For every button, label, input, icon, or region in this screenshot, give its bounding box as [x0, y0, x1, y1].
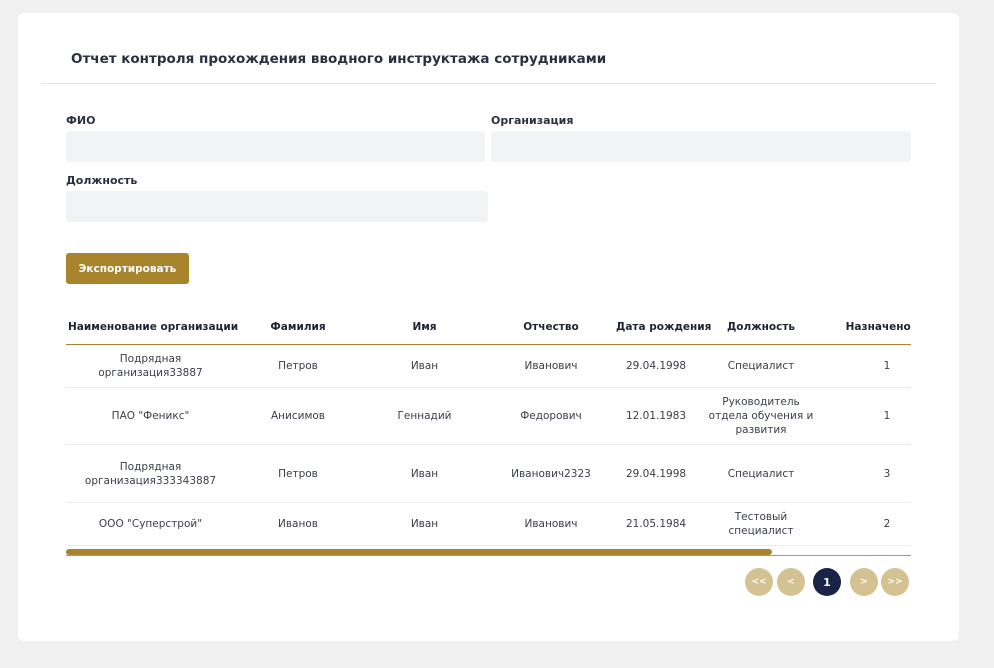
scroll-thumb[interactable] — [66, 549, 772, 555]
scroll-track — [66, 555, 911, 556]
table-body: Подрядная организация33887 Петров Иван Иван… — [66, 344, 911, 546]
column-header: Должность — [698, 310, 824, 345]
column-header: Дата рождения — [614, 310, 711, 345]
table-cell: Иван — [361, 502, 488, 546]
table-cell: Петров — [235, 344, 361, 388]
table-cell: Руководитель отдела обучения и развития — [698, 387, 824, 445]
column-header: Фамилия — [235, 310, 361, 345]
export-button[interactable]: Экспортировать — [66, 253, 189, 284]
table-row: ПАО "Феникс" Анисимов Геннадий Федорович 12.… — [66, 387, 911, 445]
table-cell: Федорович — [488, 387, 614, 445]
report-title: Отчет контроля прохождения вводного инст… — [71, 51, 607, 67]
column-header: Назначено ку — [824, 310, 911, 345]
table-cell: Специалист — [698, 344, 824, 388]
table-cell: 1 — [824, 387, 911, 445]
page-button[interactable]: >> — [881, 568, 909, 596]
table-cell: 29.04.1998 — [614, 344, 698, 388]
table-cell: Подрядная организация33887 — [66, 344, 235, 388]
header-row: Наименование организации Фамилия Имя Отчест… — [66, 310, 911, 345]
text-input[interactable] — [66, 131, 485, 162]
table-cell: 12.01.1983 — [614, 387, 698, 445]
table-cell: Специалист — [698, 444, 824, 503]
page-button[interactable]: < — [777, 568, 805, 596]
table-cell: 29.04.1998 — [614, 444, 698, 503]
table-cell: Петров — [235, 444, 361, 503]
table-cell: Тестовый специалист — [698, 502, 824, 546]
table-cell: Иван — [361, 344, 488, 388]
page-button[interactable]: << — [745, 568, 773, 596]
column-header: Имя — [361, 310, 488, 345]
filter-label: ФИО — [66, 114, 96, 127]
table-wrap: Наименование организации Фамилия Имя Отчест… — [66, 310, 911, 559]
table-cell: Иванович2323 — [488, 444, 614, 503]
table-cell: 21.05.1984 — [614, 502, 698, 546]
filter-label: Организация — [491, 114, 574, 127]
table-cell: ООО "Суперстрой" — [66, 502, 235, 546]
table-cell: ПАО "Феникс" — [66, 387, 235, 445]
table-row: ООО "Суперстрой" Иванов Иван Иванович 21.05.… — [66, 502, 911, 546]
table-cell: Иван — [361, 444, 488, 503]
page-button[interactable]: 1 — [813, 568, 841, 596]
column-header: Отчество — [488, 310, 614, 345]
text-input[interactable] — [66, 191, 488, 222]
page-button[interactable]: > — [850, 568, 878, 596]
table: Наименование организации Фамилия Имя Отчест… — [66, 310, 911, 546]
table-row: Подрядная организация33887 Петров Иван Иван… — [66, 344, 911, 388]
table-cell: Иванович — [488, 344, 614, 388]
table-cell: 1 — [824, 344, 911, 388]
column-header: Наименование организации — [66, 310, 238, 345]
filter-label: Должность — [66, 174, 138, 187]
table-cell: Иванов — [235, 502, 361, 546]
text-input[interactable] — [491, 131, 911, 162]
table-cell: Анисимов — [235, 387, 361, 445]
table-row: Подрядная организация333343887 Петров Иван… — [66, 444, 911, 503]
divider — [41, 83, 936, 84]
table-cell: 2 — [824, 502, 911, 546]
table-cell: Геннадий — [361, 387, 488, 445]
table-cell: Подрядная организация333343887 — [66, 444, 235, 503]
report-card: Отчет контроля прохождения вводного инст… — [18, 13, 959, 641]
table-cell: Иванович — [488, 502, 614, 546]
table-cell: 3 — [824, 444, 911, 503]
